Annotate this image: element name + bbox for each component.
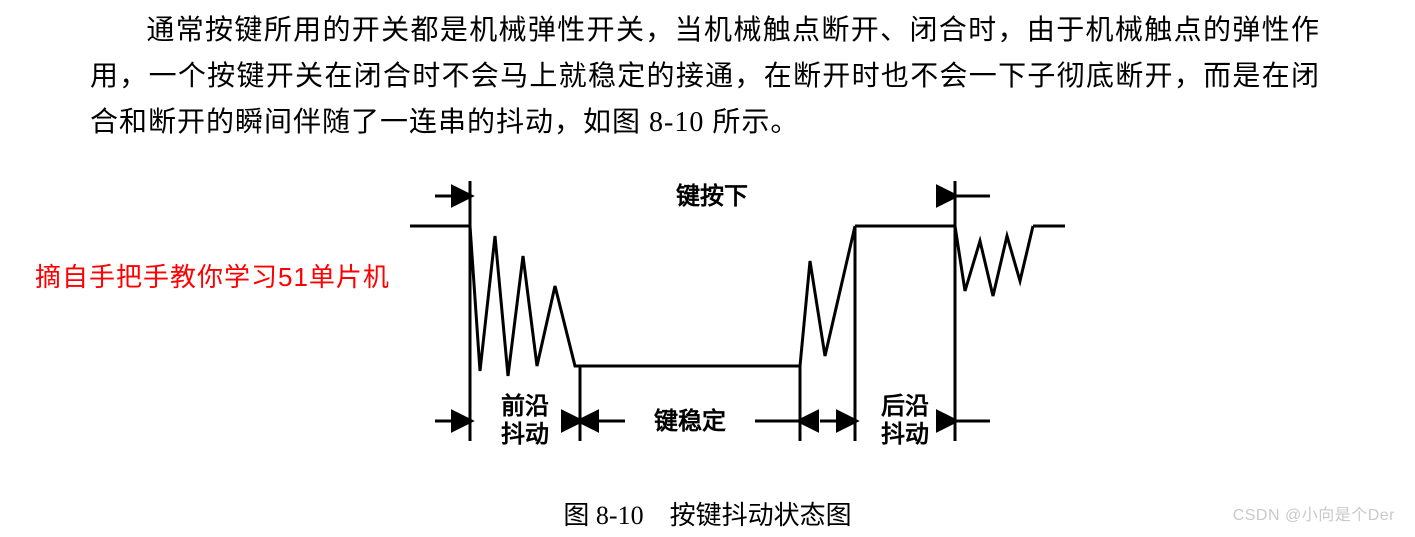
source-note: 摘自手把手教你学习51单片机 (35, 257, 390, 294)
wave-back-bounce (800, 226, 855, 366)
wave-front-bounce (470, 226, 580, 376)
label-key-pressed: 键按下 (676, 182, 748, 210)
page: 通常按键所用的开关都是机械弹性开关，当机械触点断开、闭合时，由于机械触点的弹性作… (0, 0, 1415, 537)
label-back-bounce-2: 抖动 (881, 421, 929, 448)
body-paragraph: 通常按键所用的开关都是机械弹性开关，当机械触点断开、闭合时，由于机械触点的弹性作… (90, 8, 1320, 146)
figure-8-10: 键按下 前沿 抖动 (405, 166, 1065, 466)
csdn-watermark: CSDN @小向是个Der (1233, 501, 1395, 525)
label-front-bounce-2: 抖动 (501, 421, 549, 448)
paragraph-text: 通常按键所用的开关都是机械弹性开关，当机械触点断开、闭合时，由于机械触点的弹性作… (90, 15, 1320, 138)
figure-caption: 图 8-10 按键抖动状态图 (0, 495, 1415, 532)
label-front-bounce-1: 前沿 (501, 392, 549, 420)
label-back-bounce-1: 后沿 (881, 393, 929, 420)
label-stable: 键稳定 (654, 407, 726, 435)
bounce-diagram-svg: 键按下 前沿 抖动 (405, 166, 1065, 466)
wave-tail-bounce (955, 226, 1033, 296)
